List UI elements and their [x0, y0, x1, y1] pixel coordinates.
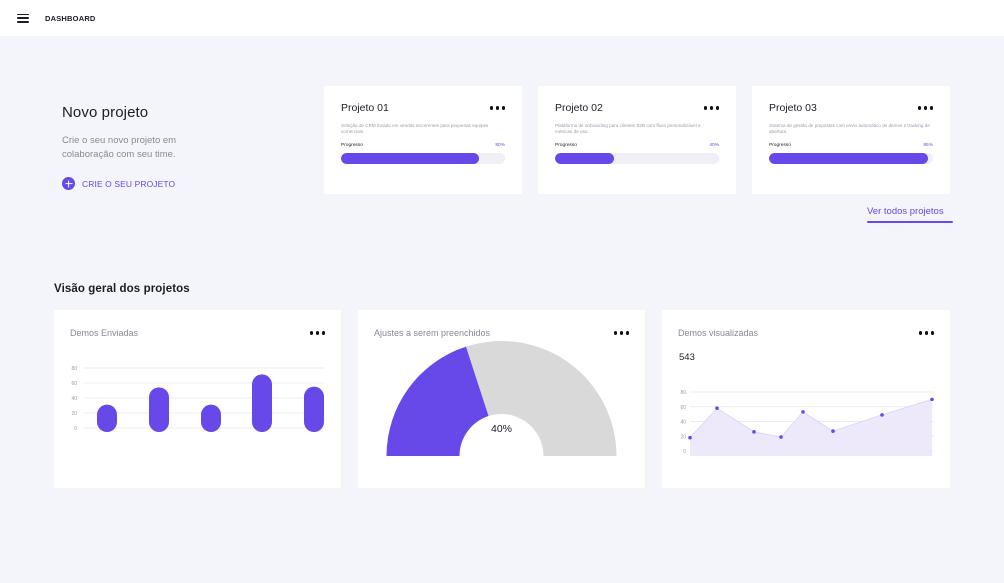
new-project-description: Crie o seu novo projeto em colaboração c… — [62, 135, 177, 160]
y-tick-label: 60 — [680, 405, 686, 411]
create-project-label: CRIE O SEU PROJETO — [82, 178, 176, 189]
y-tick-label: 60 — [71, 381, 77, 387]
chart-title: Demos Enviadas — [70, 328, 139, 338]
gauge-value-segment — [386, 346, 489, 456]
gauge-value-label: 40% — [491, 423, 512, 435]
chart-title: Demos visualizadas — [678, 328, 759, 338]
data-point — [779, 435, 783, 439]
progress-bar — [555, 153, 719, 164]
y-tick-label: 0 — [74, 426, 77, 432]
progress-bar-fill — [341, 153, 479, 164]
data-point — [880, 413, 884, 417]
more-options-icon[interactable] — [613, 329, 629, 337]
ajustes-card: 40% Ajustes a serem preenchidos — [358, 310, 645, 488]
project-description: Sistema de gestão de propostas com envio… — [769, 123, 930, 134]
y-tick-label: 40 — [71, 396, 77, 402]
new-project-panel: Novo projeto Crie o seu novo projeto em … — [62, 104, 262, 190]
hamburger-menu-icon[interactable] — [17, 13, 29, 23]
progress-label: Progresso — [341, 143, 363, 148]
more-options-icon[interactable] — [489, 104, 505, 112]
y-tick-label: 80 — [680, 390, 686, 396]
bar — [149, 387, 169, 432]
progress-bar — [341, 153, 505, 164]
project-title: Projeto 03 — [769, 102, 817, 114]
chart-title: Ajustes a serem preenchidos — [374, 328, 491, 338]
progress-label: Progresso — [555, 143, 577, 148]
data-point — [688, 435, 692, 440]
area-chart: 80 60 40 20 0 — [680, 390, 934, 456]
more-options-icon[interactable] — [918, 329, 934, 337]
view-all-underline — [867, 221, 953, 223]
data-point — [752, 430, 756, 434]
new-project-title: Novo projeto — [62, 104, 149, 121]
progress-percent: 80% — [495, 143, 505, 148]
data-point — [801, 410, 805, 414]
progress-bar-fill — [555, 153, 615, 164]
view-all-projects-link[interactable]: Ver todos projetos — [867, 206, 944, 217]
data-point — [715, 406, 719, 411]
more-options-icon[interactable] — [703, 104, 719, 112]
y-tick-label: 20 — [71, 411, 77, 417]
project-description: Solução de CRM focado em vendas recorren… — [341, 123, 489, 134]
bar-chart: 80 60 40 20 0 — [71, 366, 324, 432]
progress-bar — [769, 153, 933, 164]
bar — [97, 404, 117, 432]
data-point — [930, 397, 934, 402]
demos-visualizadas-card: 80 60 40 20 0 Demos visualizadas 543 — [662, 310, 950, 488]
gauge-remaining-segment — [465, 341, 617, 456]
area-line — [689, 398, 933, 438]
project-title: Projeto 01 — [341, 102, 389, 114]
project-card[interactable]: Projeto 02 Plataforma de onboarding para… — [538, 86, 736, 194]
more-options-icon[interactable] — [917, 104, 933, 112]
y-tick-label: 20 — [680, 434, 686, 440]
y-tick-label: 40 — [680, 420, 686, 426]
bar — [252, 374, 272, 432]
create-project-button[interactable]: CRIE O SEU PROJETO — [62, 177, 262, 190]
progress-percent: 95% — [923, 143, 933, 148]
area-fill — [690, 399, 932, 456]
project-title: Projeto 02 — [555, 102, 603, 114]
more-options-icon[interactable] — [309, 329, 325, 337]
bar — [304, 386, 324, 432]
headline-value: 543 — [679, 352, 695, 363]
data-point — [831, 429, 835, 433]
y-tick-label: 80 — [71, 366, 77, 372]
demos-enviadas-card: 80 60 40 20 0 Demos Enviadas — [54, 310, 341, 488]
progress-label: Progresso — [769, 143, 791, 148]
overview-title: Visão geral dos projetos — [54, 283, 190, 295]
project-card[interactable]: Projeto 01 Solução de CRM focado em vend… — [324, 86, 522, 194]
project-card[interactable]: Projeto 03 Sistema de gestão de proposta… — [752, 86, 950, 194]
plus-circle-icon — [62, 177, 75, 190]
top-bar: DASHBOARD — [0, 0, 1004, 36]
app-title: DASHBOARD — [45, 13, 96, 23]
y-tick-label: 0 — [683, 449, 686, 455]
gauge-chart: 40% — [386, 341, 617, 456]
progress-percent: 40% — [709, 143, 719, 148]
bar — [201, 404, 221, 432]
progress-bar-fill — [769, 153, 929, 164]
project-description: Plataforma de onboarding para clientes B… — [555, 123, 701, 134]
